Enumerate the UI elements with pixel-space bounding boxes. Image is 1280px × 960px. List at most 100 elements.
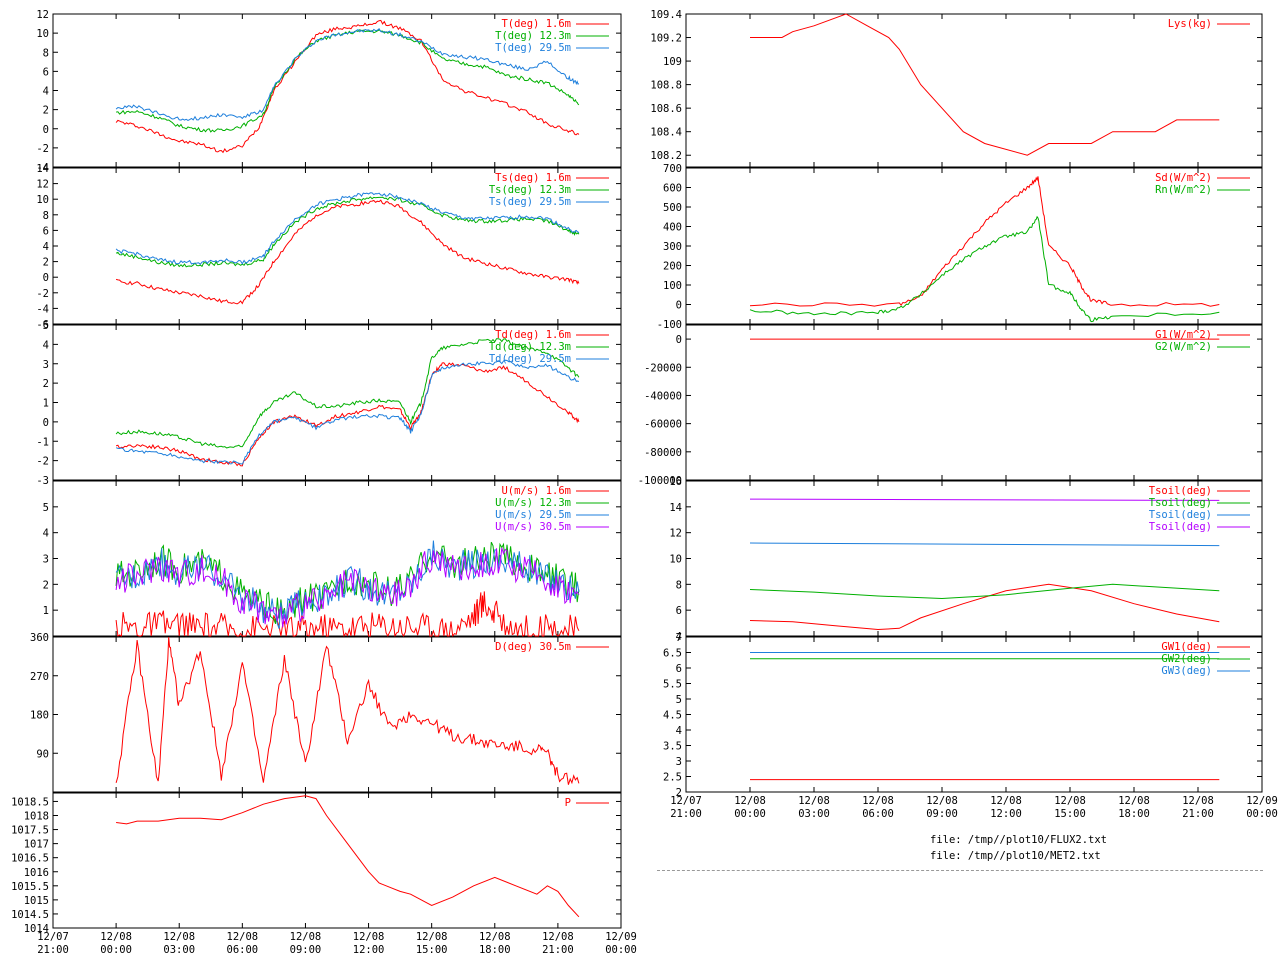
- x-axis-labels-left: 12/0721:0012/0800:0012/0803:0012/0806:00…: [37, 931, 637, 956]
- file-label-flux: file: /tmp//plot10/FLUX2.txt: [930, 834, 1108, 846]
- series-line: [115, 359, 580, 465]
- y-tick-label: -100: [657, 319, 682, 331]
- y-tick-label: 1016.5: [11, 853, 49, 865]
- series-line: [749, 498, 1220, 501]
- y-tick-label: 1018: [24, 811, 49, 823]
- x-tick-label: 21:00: [1182, 808, 1214, 820]
- legend-label: GW1(deg): [1161, 641, 1212, 653]
- legend-label: U(m/s) 29.5m: [495, 509, 571, 521]
- legend-label: D(deg) 30.5m: [495, 641, 571, 653]
- series-line: [115, 540, 580, 629]
- series-line: [749, 542, 1220, 547]
- x-tick-label: 12/08: [353, 931, 385, 943]
- y-tick-label: 1: [43, 605, 49, 617]
- plot-frame: [52, 636, 622, 793]
- legend-label: Ts(deg) 29.5m: [489, 196, 571, 208]
- x-tick-label: 12:00: [353, 944, 385, 956]
- y-tick-label: 10: [36, 28, 49, 40]
- x-tick-label: 06:00: [227, 944, 259, 956]
- legend-label: Td(deg) 12.3m: [489, 341, 571, 353]
- y-tick-label: 2: [43, 257, 49, 269]
- legend-label: T(deg) 1.6m: [501, 18, 571, 30]
- series-line: [115, 338, 580, 449]
- chart-panel-9: 46810121416Tsoil(deg)Tsoil(deg)Tsoil(deg…: [669, 476, 1263, 643]
- y-tick-label: 3: [676, 756, 682, 768]
- x-tick-label: 12/07: [37, 931, 69, 943]
- y-tick-label: -40000: [644, 390, 682, 402]
- y-tick-label: 5: [43, 320, 49, 332]
- y-tick-label: 5: [43, 502, 49, 514]
- x-tick-label: 15:00: [416, 944, 448, 956]
- legend-label: Tsoil(deg): [1149, 521, 1212, 533]
- x-tick-label: 12/08: [926, 795, 958, 807]
- y-tick-label: 4: [43, 339, 49, 351]
- chart-panel-0: -4 -2 0 2 4 6 8 10 12 T(deg) 1.6mT(deg) 12.3mT(de…: [36, 9, 622, 174]
- legend-label: Rn(W/m^2): [1155, 184, 1212, 196]
- y-tick-label: -4: [36, 303, 49, 315]
- x-axis-labels-right: 12/0721:0012/0800:0012/0803:0012/0806:00…: [670, 795, 1278, 820]
- x-tick-label: 00:00: [100, 944, 132, 956]
- y-tick-label: -4: [36, 162, 49, 174]
- x-tick-label: 12/08: [1118, 795, 1150, 807]
- y-tick-label: 14: [669, 502, 682, 514]
- y-tick-label: 108.4: [650, 127, 682, 139]
- y-tick-label: 400: [663, 222, 682, 234]
- legend-label: Td(deg) 1.6m: [495, 329, 571, 341]
- legend-label: GW2(deg): [1161, 653, 1212, 665]
- legend-label: T(deg) 12.3m: [495, 30, 571, 42]
- y-tick-label: 5.5: [663, 679, 682, 691]
- series-line: [115, 541, 580, 624]
- x-tick-label: 12/08: [1054, 795, 1086, 807]
- x-tick-label: 12/07: [670, 795, 702, 807]
- x-tick-label: 03:00: [163, 944, 195, 956]
- y-tick-label: 14: [36, 163, 49, 175]
- series-line: [115, 636, 580, 785]
- y-tick-label: 300: [663, 241, 682, 253]
- chart-panel-3: 1 2 3 4 5 U(m/s) 1.6mU(m/s) 12.3mU(m/s) 29.5m…: [43, 480, 622, 638]
- y-tick-label: 108.8: [650, 80, 682, 92]
- legend-label: Ts(deg) 1.6m: [495, 172, 571, 184]
- x-tick-label: 12:00: [990, 808, 1022, 820]
- x-tick-label: 12/08: [163, 931, 195, 943]
- series-line: [115, 362, 580, 467]
- y-tick-label: 3: [43, 359, 49, 371]
- y-tick-label: 109: [663, 56, 682, 68]
- y-tick-label: 2: [676, 787, 682, 799]
- x-tick-label: 12/08: [227, 931, 259, 943]
- legend-label: Tsoil(deg): [1149, 509, 1212, 521]
- y-tick-label: 1014.5: [11, 909, 49, 921]
- y-tick-label: 0: [43, 272, 49, 284]
- divider-line: [657, 870, 1263, 871]
- y-tick-label: 1: [43, 398, 49, 410]
- y-tick-label: 3.5: [663, 741, 682, 753]
- series-line: [115, 19, 580, 154]
- y-tick-label: 90: [36, 748, 49, 760]
- x-tick-label: 12/08: [416, 931, 448, 943]
- y-tick-label: 1016: [24, 867, 49, 879]
- y-tick-label: 0: [43, 124, 49, 136]
- y-tick-label: -60000: [644, 419, 682, 431]
- file-label-met: file: /tmp//plot10/MET2.txt: [930, 850, 1101, 862]
- legend-label: G2(W/m^2): [1155, 341, 1212, 353]
- y-tick-label: 0: [676, 300, 682, 312]
- x-tick-label: 12/08: [990, 795, 1022, 807]
- legend-label: T(deg) 29.5m: [495, 42, 571, 54]
- y-tick-label: 8: [676, 579, 682, 591]
- chart-panel-6: 108.2 108.4 108.6 108.8 109 109.2 109.4 Lys(kg): [650, 9, 1263, 168]
- series-line: [115, 591, 580, 638]
- y-tick-label: 270: [30, 671, 49, 683]
- y-tick-label: 100: [663, 280, 682, 292]
- x-tick-label: 09:00: [290, 944, 322, 956]
- y-tick-label: 1017.5: [11, 825, 49, 837]
- y-tick-label: -2: [36, 288, 49, 300]
- y-tick-label: 4: [43, 86, 49, 98]
- series-line: [115, 192, 580, 265]
- y-tick-label: 12: [36, 9, 49, 21]
- x-tick-label: 12/08: [100, 931, 132, 943]
- y-tick-label: 1015.5: [11, 881, 49, 893]
- series-line: [749, 583, 1220, 631]
- chart-panel-5: 1014 1014.5 1015 1015.5 1016 1016.5 1017 1017.5…: [11, 792, 622, 935]
- legend-label: G1(W/m^2): [1155, 329, 1212, 341]
